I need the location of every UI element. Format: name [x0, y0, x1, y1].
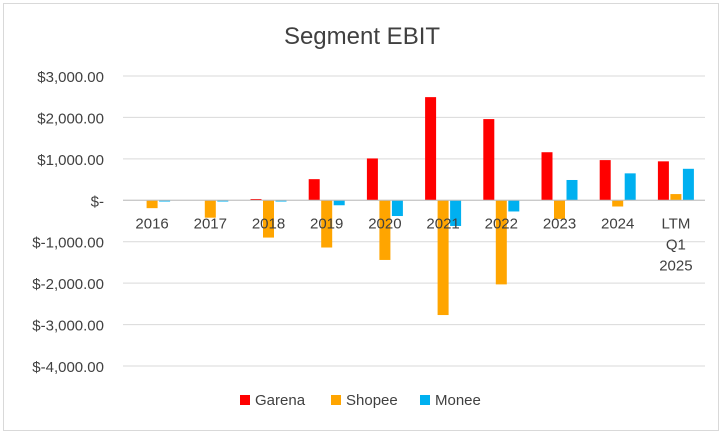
bar-monee-2021 — [450, 200, 462, 226]
bar-shopee-2021 — [437, 200, 449, 316]
x-tick-label: 2016 — [135, 215, 168, 232]
bar-shopee-2018 — [263, 200, 274, 238]
x-tick-label: 2021 — [426, 215, 459, 232]
chart-title: Segment EBIT — [284, 23, 440, 50]
y-tick-label: $1,000.00 — [37, 152, 104, 169]
x-tick-label: 2020 — [368, 215, 401, 232]
legend-swatch-shopee — [331, 395, 341, 405]
bar-shopee-ltm-q1-2025 — [670, 194, 682, 201]
x-tick-label: 2023 — [543, 215, 576, 232]
bar-garena-2019 — [308, 179, 320, 201]
y-tick-label: $- — [91, 193, 104, 210]
bar-shopee-2023 — [554, 200, 565, 219]
gridlines — [123, 75, 705, 367]
legend-swatch-garena — [240, 395, 250, 405]
x-tick-label: 2022 — [485, 215, 518, 232]
legend-label-shopee: Shopee — [346, 392, 398, 409]
x-tick-label: 2018 — [252, 215, 285, 232]
y-tick-label: $-3,000.00 — [32, 318, 104, 335]
bar-garena-2023 — [541, 152, 553, 201]
bar-garena-2018 — [250, 199, 262, 201]
x-tick-label: LTM Q1 2025 — [659, 215, 692, 274]
y-tick-label: $-4,000.00 — [32, 359, 104, 376]
bar-shopee-2017 — [204, 200, 216, 218]
x-tick-label: 2017 — [194, 215, 227, 232]
bar-shopee-2016 — [146, 200, 158, 209]
x-axis: 2016 2017 2018 2019 2020 2021 2022 2023 2024 LTM Q… — [135, 215, 692, 274]
chart-frame — [3, 3, 719, 431]
legend-label-garena: Garena — [255, 392, 306, 409]
bar-monee-ltm-q1-2025 — [682, 168, 694, 201]
y-tick-label: $3,000.00 — [37, 69, 104, 86]
bar-monee-2017 — [217, 200, 229, 202]
bar-shopee-2022 — [495, 200, 507, 285]
x-tick-label: 2024 — [601, 215, 634, 232]
legend-label-monee: Monee — [435, 392, 481, 409]
bar-shopee-2019 — [321, 200, 333, 248]
legend-swatch-monee — [420, 395, 430, 405]
bar-garena-2024 — [599, 160, 611, 201]
bar-garena-2020 — [366, 158, 378, 201]
bar-garena-2021 — [425, 97, 437, 201]
bar-monee-2016 — [159, 200, 171, 202]
x-tick-label: 2019 — [310, 215, 343, 232]
bar-shopee-2020 — [379, 200, 391, 260]
y-axis: $3,000.00 $2,000.00 $1,000.00 $- $-1,000.00 $… — [32, 69, 104, 376]
bar-monee-2024 — [624, 173, 636, 201]
bar-monee-2019 — [333, 200, 345, 206]
legend: Garena Shopee Monee — [240, 392, 481, 409]
y-tick-label: $-2,000.00 — [32, 276, 104, 293]
y-tick-label: $-1,000.00 — [32, 235, 104, 252]
bar-monee-2022 — [508, 200, 520, 212]
bar-garena-2022 — [483, 119, 495, 201]
bars — [146, 97, 694, 316]
bar-monee-2023 — [566, 179, 578, 201]
bar-shopee-2024 — [612, 200, 624, 207]
y-tick-label: $2,000.00 — [37, 110, 104, 127]
bar-monee-2020 — [391, 200, 403, 217]
bar-monee-2018 — [275, 200, 287, 202]
bar-garena-ltm-q1-2025 — [657, 161, 669, 201]
